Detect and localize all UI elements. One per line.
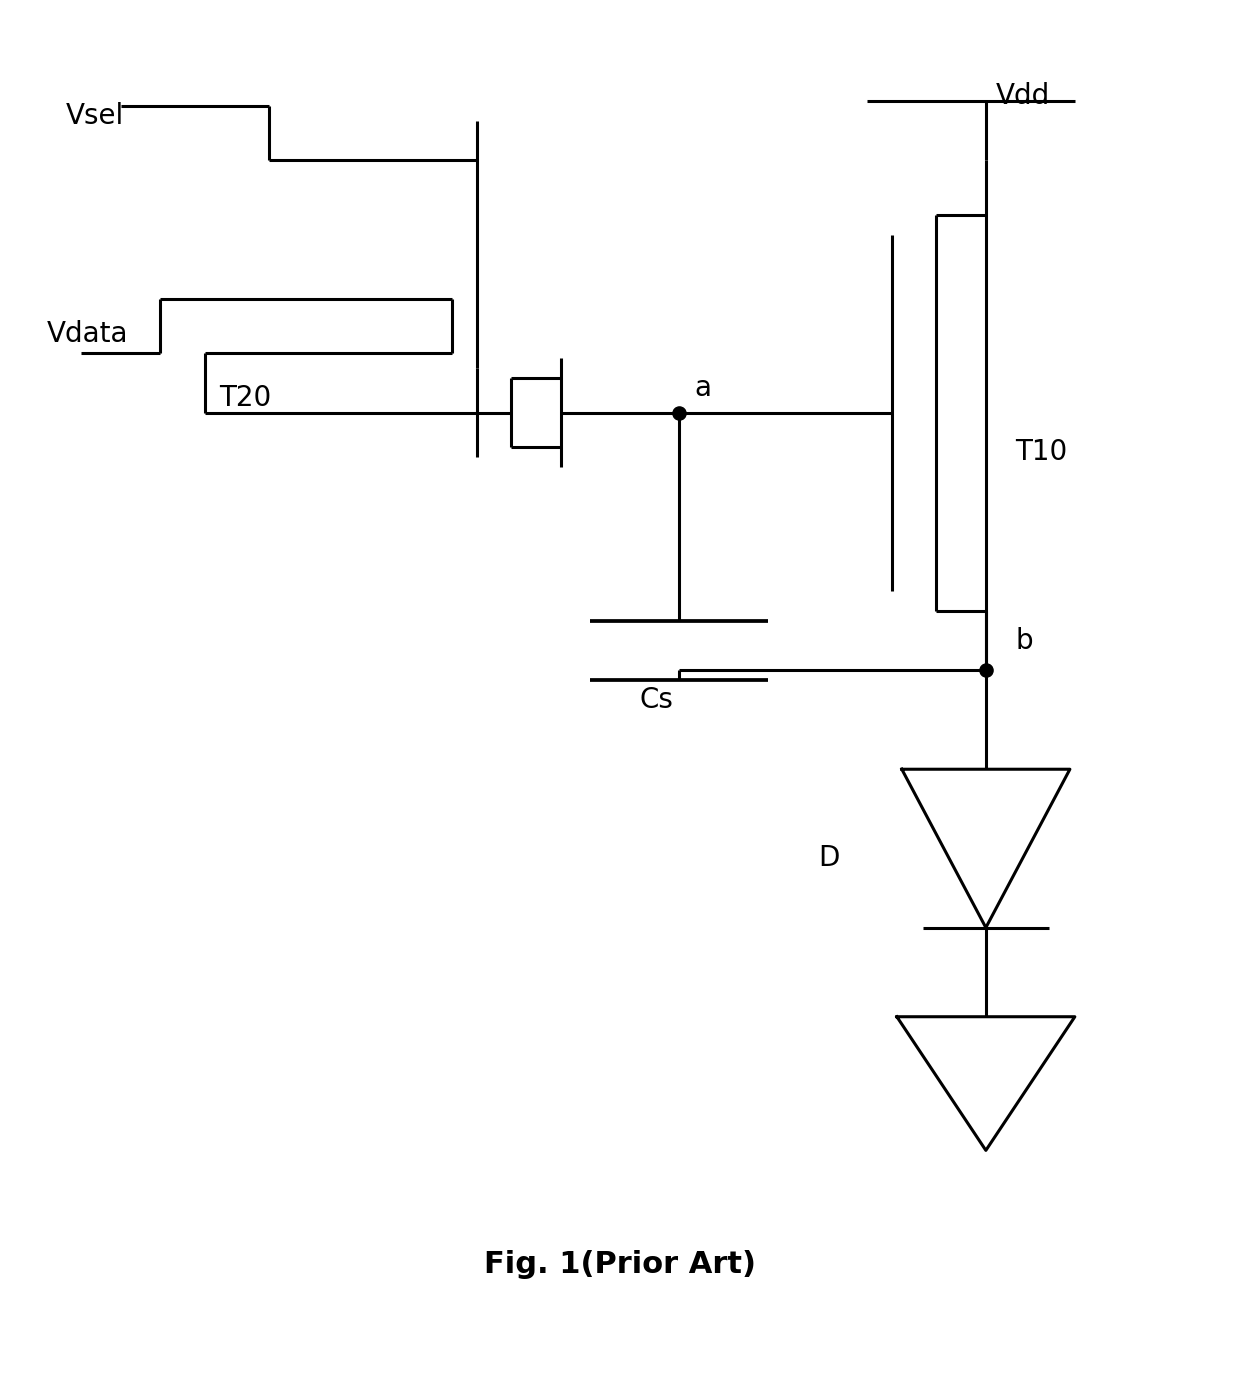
Text: Vdd: Vdd: [996, 82, 1050, 110]
Text: a: a: [694, 374, 712, 402]
Text: Vsel: Vsel: [66, 101, 124, 130]
Text: Fig. 1(Prior Art): Fig. 1(Prior Art): [484, 1250, 756, 1279]
Point: [670, 402, 689, 424]
Point: [976, 659, 996, 681]
Text: D: D: [817, 845, 839, 872]
Text: T10: T10: [1016, 438, 1068, 466]
Text: Vdata: Vdata: [46, 319, 128, 348]
Text: b: b: [1016, 627, 1033, 655]
Text: Cs: Cs: [640, 687, 673, 714]
Text: T20: T20: [219, 384, 272, 412]
